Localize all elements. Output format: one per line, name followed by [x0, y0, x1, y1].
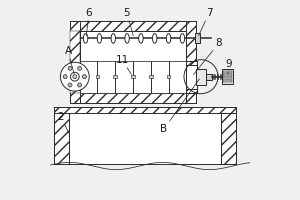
Bar [195, 33, 200, 43]
Bar [151, 61, 169, 93]
Circle shape [78, 83, 82, 87]
Text: B: B [160, 79, 200, 134]
Bar [223, 74, 232, 76]
Ellipse shape [180, 34, 184, 43]
Circle shape [78, 66, 82, 70]
Circle shape [60, 62, 89, 91]
Bar [70, 21, 80, 103]
Bar [223, 77, 232, 79]
Text: 9: 9 [226, 59, 232, 74]
Bar [149, 75, 153, 78]
Circle shape [73, 75, 77, 79]
Bar [80, 31, 186, 93]
Bar [169, 61, 186, 93]
Bar [186, 89, 197, 93]
Bar [54, 107, 236, 113]
Bar [113, 75, 117, 78]
Bar [80, 61, 98, 93]
Text: 6: 6 [86, 8, 92, 36]
Bar [221, 107, 236, 164]
Bar [54, 107, 236, 164]
Circle shape [63, 75, 67, 79]
Bar [167, 75, 170, 78]
Ellipse shape [97, 34, 102, 43]
Bar [186, 61, 197, 65]
Bar [206, 74, 212, 80]
Text: 7: 7 [199, 8, 212, 36]
Circle shape [68, 66, 72, 70]
Ellipse shape [111, 34, 116, 43]
Text: 5: 5 [124, 8, 133, 36]
Bar [96, 75, 99, 78]
Bar [131, 75, 135, 78]
Bar [70, 31, 80, 93]
Bar [115, 61, 133, 93]
Ellipse shape [125, 34, 129, 43]
Bar [133, 61, 151, 93]
Bar [186, 61, 197, 93]
Bar [223, 80, 232, 82]
Ellipse shape [83, 34, 88, 43]
Bar [98, 61, 115, 93]
Ellipse shape [167, 34, 171, 43]
Text: 11: 11 [116, 55, 131, 74]
Bar [70, 93, 196, 103]
Bar [186, 21, 196, 103]
Circle shape [82, 75, 86, 79]
Text: A: A [64, 46, 74, 74]
Circle shape [68, 83, 72, 87]
Bar [54, 107, 69, 164]
Bar [222, 69, 233, 84]
Bar [70, 21, 196, 31]
Bar [223, 71, 232, 73]
Bar [196, 69, 206, 85]
Ellipse shape [139, 34, 143, 43]
Ellipse shape [152, 34, 157, 43]
Text: 8: 8 [194, 38, 222, 75]
Circle shape [70, 72, 79, 81]
Text: 2: 2 [58, 112, 69, 133]
